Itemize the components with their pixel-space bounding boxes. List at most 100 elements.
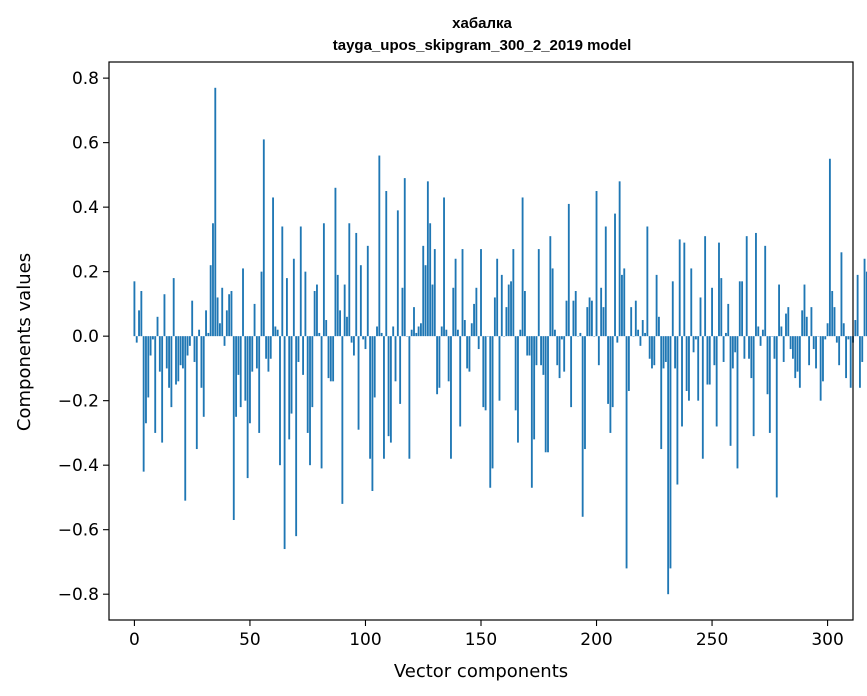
bar-18 (175, 336, 177, 385)
bar-73 (302, 336, 305, 375)
bar-19 (177, 336, 180, 382)
bar-247 (704, 236, 707, 337)
bar-121 (413, 307, 415, 337)
bar-122 (415, 332, 418, 337)
bar-54 (258, 336, 261, 433)
bar-35 (214, 87, 217, 337)
bar-180 (549, 236, 552, 337)
bar-225 (653, 336, 656, 366)
bar-56 (262, 139, 265, 337)
bar-116 (401, 287, 404, 337)
bar-102 (369, 336, 372, 459)
bar-155 (491, 336, 494, 469)
bar-201 (597, 336, 600, 366)
bar-196 (586, 307, 589, 337)
bar-149 (477, 336, 480, 350)
bar-49 (246, 336, 249, 479)
bar-150 (480, 249, 482, 337)
bar-260 (734, 336, 737, 353)
bar-207 (611, 336, 614, 408)
bar-92 (346, 316, 348, 337)
bar-95 (353, 336, 355, 356)
bar-282 (785, 313, 787, 337)
bar-131 (436, 336, 439, 395)
x-axis: 0 50 100 150 200 250 300 (129, 620, 844, 650)
bar-162 (507, 284, 510, 337)
y-tick-label: −0.6 (58, 521, 99, 541)
y-tick-label: 0.0 (72, 327, 99, 347)
bar-230 (664, 336, 667, 362)
bar-151 (482, 336, 485, 408)
bar-88 (336, 274, 339, 337)
bar-130 (433, 249, 436, 337)
bar-284 (789, 336, 792, 350)
bar-36 (216, 297, 219, 337)
bar-135 (445, 329, 448, 337)
bar-85 (329, 336, 332, 382)
bar-123 (417, 326, 420, 337)
bar-316 (863, 258, 866, 337)
bar-226 (655, 274, 658, 337)
bar-285 (792, 336, 794, 359)
bar-8 (151, 336, 154, 340)
bar-38 (221, 287, 224, 337)
bar-13 (163, 294, 166, 337)
bar-191 (574, 291, 577, 337)
bar-94 (350, 336, 353, 343)
bar-264 (743, 336, 746, 359)
bar-21 (182, 336, 184, 369)
bar-78 (313, 291, 316, 337)
bar-215 (630, 307, 633, 337)
bar-295 (815, 336, 817, 369)
bar-182 (554, 329, 556, 337)
bar-113 (394, 336, 397, 382)
bar-33 (209, 265, 212, 337)
bar-41 (228, 294, 231, 337)
bar-series (133, 87, 867, 595)
bar-237 (681, 336, 683, 427)
y-tick-label: 0.8 (72, 69, 99, 89)
bar-9 (154, 336, 157, 433)
bar-20 (179, 336, 182, 366)
bar-72 (299, 226, 302, 337)
bar-152 (484, 336, 487, 411)
bar-97 (357, 336, 360, 430)
bar-253 (718, 242, 720, 337)
bar-147 (473, 303, 475, 337)
bar-2 (138, 310, 140, 337)
bar-300 (826, 323, 829, 337)
bar-208 (614, 213, 616, 337)
bar-112 (392, 326, 395, 337)
bar-154 (489, 336, 492, 488)
y-axis: 0.8 0.6 0.4 0.2 0.0 −0.2 −0.4 −0.6 −0.8 (58, 69, 109, 605)
bar-268 (752, 336, 755, 437)
bar-256 (725, 332, 727, 337)
bar-71 (297, 336, 300, 362)
bar-210 (618, 181, 621, 337)
x-tick-label: 100 (349, 630, 381, 650)
bar-202 (600, 287, 603, 337)
bar-173 (533, 336, 536, 440)
bar-24 (188, 336, 191, 346)
bar-30 (202, 336, 205, 417)
y-tick-label: −0.2 (58, 392, 99, 412)
bar-183 (556, 336, 559, 366)
bar-70 (295, 336, 298, 537)
bar-1 (135, 336, 138, 343)
bar-77 (311, 336, 314, 408)
bar-229 (662, 336, 665, 369)
bar-144 (466, 336, 469, 369)
bar-5 (145, 336, 147, 424)
bar-176 (540, 336, 542, 366)
bar-261 (736, 336, 739, 469)
bar-52 (253, 303, 256, 337)
bar-271 (759, 336, 762, 346)
bar-60 (272, 197, 274, 337)
bar-80 (318, 332, 321, 337)
bar-81 (320, 336, 323, 469)
bar-190 (572, 300, 575, 337)
bar-259 (731, 336, 734, 369)
bar-244 (697, 336, 700, 401)
bar-217 (634, 300, 637, 337)
